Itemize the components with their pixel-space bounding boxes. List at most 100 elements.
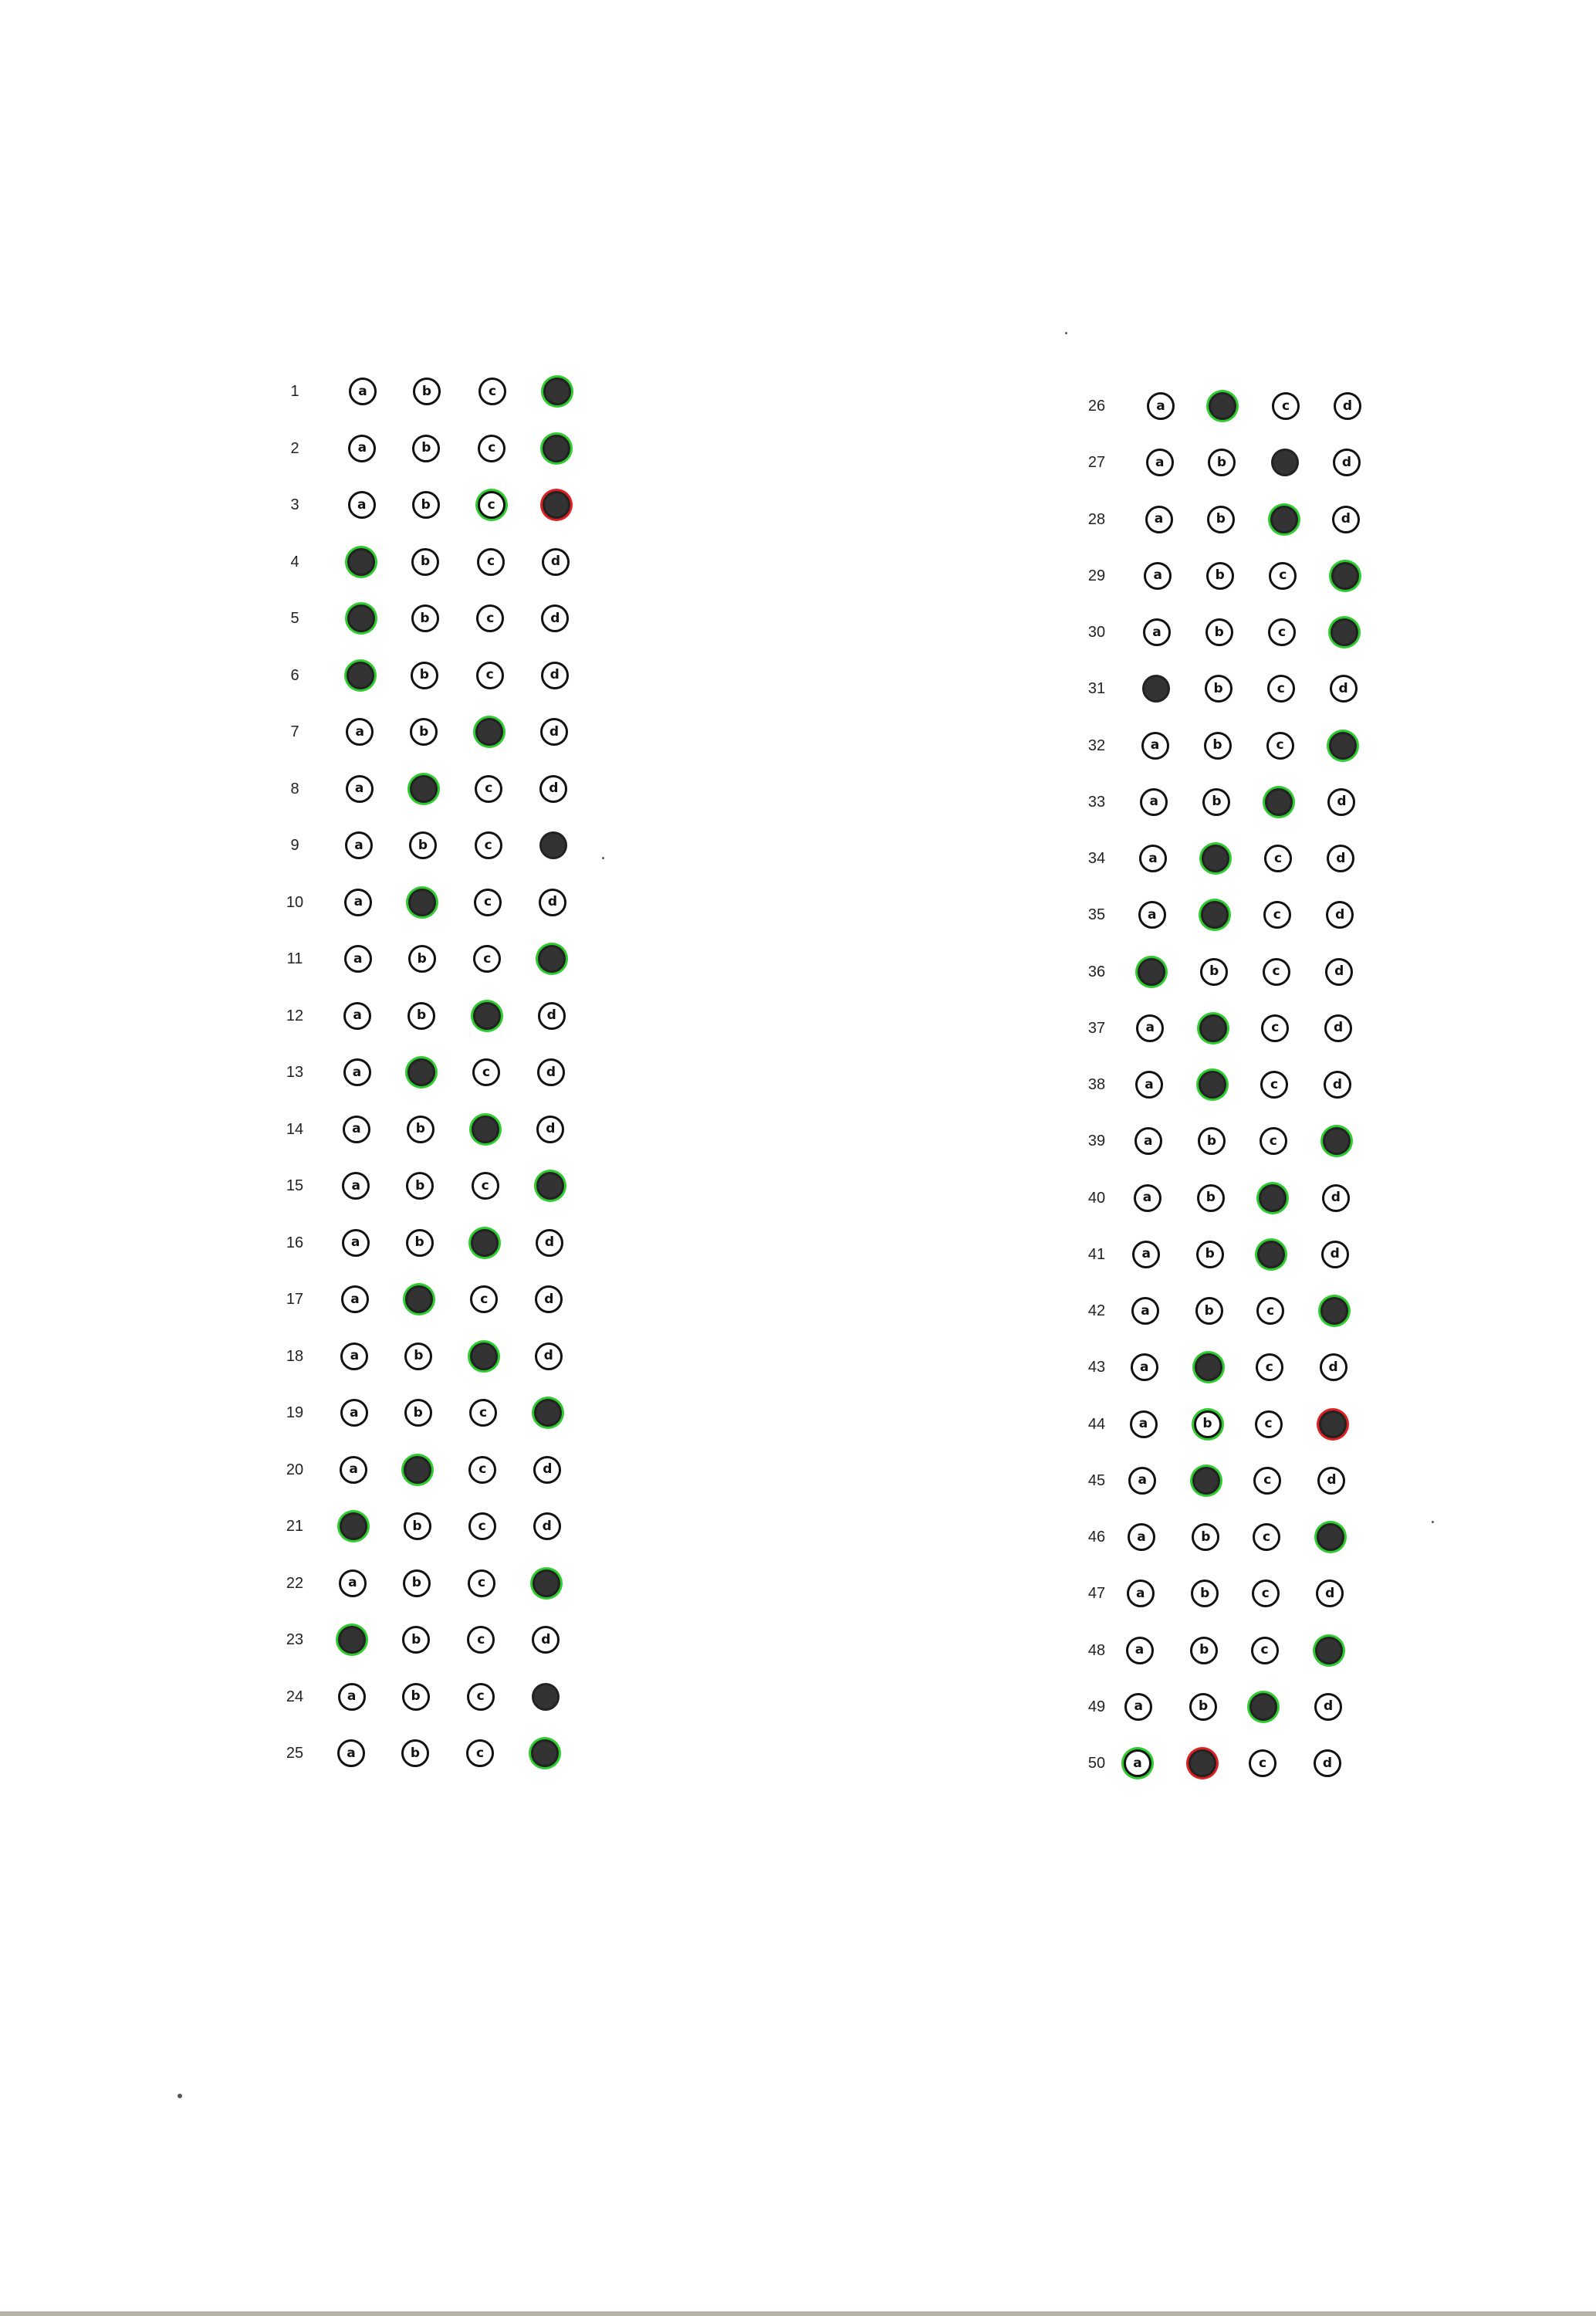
answer-bubble-a[interactable]: a <box>1141 731 1169 760</box>
answer-bubble-a[interactable]: a <box>1144 561 1172 590</box>
answer-bubble-a[interactable]: a <box>338 1626 367 1654</box>
answer-bubble-b[interactable]: b <box>1192 1523 1220 1551</box>
answer-bubble-b[interactable]: b <box>1194 1353 1222 1382</box>
answer-bubble-b[interactable]: b <box>1192 1466 1221 1495</box>
answer-bubble-b[interactable]: b <box>406 1115 435 1143</box>
answer-bubble-b[interactable]: b <box>402 1626 431 1654</box>
answer-bubble-b[interactable]: b <box>410 661 438 689</box>
answer-bubble-b[interactable]: b <box>1195 1240 1224 1268</box>
answer-bubble-d[interactable]: d <box>533 1569 560 1597</box>
answer-bubble-a[interactable]: a <box>1140 787 1168 816</box>
answer-bubble-a[interactable]: a <box>1138 901 1166 929</box>
answer-bubble-b[interactable]: b <box>409 831 437 859</box>
answer-bubble-a[interactable]: a <box>1124 1749 1151 1777</box>
answer-bubble-d[interactable]: d <box>541 604 570 632</box>
answer-bubble-c[interactable]: c <box>478 434 506 462</box>
answer-bubble-b[interactable]: b <box>411 604 439 632</box>
answer-bubble-d[interactable]: d <box>539 888 566 916</box>
answer-bubble-d[interactable]: d <box>1317 1523 1345 1551</box>
answer-bubble-c[interactable]: c <box>1266 675 1295 703</box>
answer-bubble-a[interactable]: a <box>347 547 376 576</box>
answer-bubble-b[interactable]: b <box>405 1228 434 1257</box>
answer-bubble-b[interactable]: b <box>407 945 436 973</box>
answer-bubble-b[interactable]: b <box>403 1512 431 1540</box>
answer-bubble-b[interactable]: b <box>402 1569 431 1597</box>
answer-bubble-b[interactable]: b <box>408 888 437 916</box>
answer-bubble-d[interactable]: d <box>542 491 570 519</box>
answer-bubble-a[interactable]: a <box>340 1455 368 1484</box>
answer-bubble-c[interactable]: c <box>1249 1749 1276 1777</box>
answer-bubble-c[interactable]: c <box>477 547 505 576</box>
answer-bubble-b[interactable]: b <box>1197 1127 1226 1156</box>
answer-bubble-d[interactable]: d <box>543 378 571 405</box>
answer-bubble-a[interactable]: a <box>346 718 374 746</box>
answer-bubble-d[interactable]: d <box>1325 957 1354 986</box>
answer-bubble-b[interactable]: b <box>413 378 441 405</box>
answer-bubble-d[interactable]: d <box>542 547 570 576</box>
answer-bubble-c[interactable]: c <box>467 1626 495 1654</box>
answer-bubble-c[interactable]: c <box>475 718 503 746</box>
answer-bubble-b[interactable]: b <box>407 1058 435 1086</box>
answer-bubble-d[interactable]: d <box>1334 392 1361 420</box>
answer-bubble-d[interactable]: d <box>539 774 568 803</box>
answer-bubble-d[interactable]: d <box>1316 1580 1344 1608</box>
answer-bubble-c[interactable]: c <box>1249 1692 1278 1721</box>
answer-bubble-b[interactable]: b <box>1195 1297 1223 1325</box>
answer-bubble-b[interactable]: b <box>1199 1071 1226 1099</box>
answer-bubble-b[interactable]: b <box>1199 1014 1228 1042</box>
answer-bubble-a[interactable]: a <box>348 434 377 462</box>
answer-bubble-a[interactable]: a <box>337 1739 365 1767</box>
answer-bubble-b[interactable]: b <box>1193 1410 1222 1438</box>
answer-bubble-b[interactable]: b <box>406 1172 435 1200</box>
answer-bubble-c[interactable]: c <box>478 378 506 405</box>
answer-bubble-b[interactable]: b <box>404 1399 432 1427</box>
answer-bubble-b[interactable]: b <box>1206 505 1235 533</box>
answer-bubble-a[interactable]: a <box>342 1172 370 1200</box>
answer-bubble-b[interactable]: b <box>401 1682 430 1711</box>
answer-bubble-b[interactable]: b <box>411 491 440 519</box>
answer-bubble-a[interactable]: a <box>1136 1014 1165 1042</box>
answer-bubble-b[interactable]: b <box>1205 618 1233 646</box>
answer-bubble-c[interactable]: c <box>1254 1410 1283 1438</box>
answer-bubble-d[interactable]: d <box>1327 787 1356 816</box>
answer-bubble-a[interactable]: a <box>339 1512 367 1540</box>
answer-bubble-c[interactable]: c <box>1253 1466 1282 1495</box>
answer-bubble-a[interactable]: a <box>1132 1240 1161 1268</box>
answer-bubble-b[interactable]: b <box>404 1342 433 1370</box>
answer-bubble-a[interactable]: a <box>1141 675 1170 703</box>
answer-bubble-c[interactable]: c <box>475 774 503 803</box>
answer-bubble-b[interactable]: b <box>1190 1636 1219 1664</box>
answer-bubble-b[interactable]: b <box>1189 1749 1216 1777</box>
answer-bubble-d[interactable]: d <box>1329 675 1358 703</box>
answer-bubble-b[interactable]: b <box>1207 449 1236 477</box>
answer-bubble-a[interactable]: a <box>1143 618 1171 646</box>
answer-bubble-d[interactable]: d <box>540 718 568 746</box>
answer-bubble-d[interactable]: d <box>538 945 566 973</box>
answer-bubble-d[interactable]: d <box>534 1342 563 1370</box>
answer-bubble-c[interactable]: c <box>1253 1523 1280 1551</box>
answer-bubble-a[interactable]: a <box>345 831 373 859</box>
answer-bubble-d[interactable]: d <box>537 1001 566 1030</box>
answer-bubble-c[interactable]: c <box>473 945 502 973</box>
answer-bubble-b[interactable]: b <box>404 1455 432 1484</box>
answer-bubble-d[interactable]: d <box>533 1512 561 1540</box>
answer-bubble-a[interactable]: a <box>346 661 374 689</box>
answer-bubble-d[interactable]: d <box>536 1228 563 1257</box>
answer-bubble-c[interactable]: c <box>1250 1636 1279 1664</box>
answer-bubble-c[interactable]: c <box>1269 561 1297 590</box>
answer-bubble-d[interactable]: d <box>1322 1127 1351 1156</box>
answer-bubble-c[interactable]: c <box>1261 1014 1290 1042</box>
answer-bubble-c[interactable]: c <box>469 1399 497 1427</box>
answer-bubble-c[interactable]: c <box>1260 1071 1288 1099</box>
answer-bubble-a[interactable]: a <box>347 604 375 632</box>
answer-bubble-b[interactable]: b <box>1191 1580 1219 1608</box>
answer-bubble-d[interactable]: d <box>1326 901 1354 929</box>
answer-bubble-b[interactable]: b <box>407 1001 436 1030</box>
answer-bubble-c[interactable]: c <box>1266 731 1294 760</box>
answer-bubble-c[interactable]: c <box>1262 957 1290 986</box>
answer-bubble-b[interactable]: b <box>411 547 440 576</box>
answer-bubble-b[interactable]: b <box>1196 1183 1225 1212</box>
answer-bubble-d[interactable]: d <box>1328 731 1357 760</box>
answer-bubble-a[interactable]: a <box>347 491 376 519</box>
answer-bubble-a[interactable]: a <box>1126 1580 1155 1608</box>
